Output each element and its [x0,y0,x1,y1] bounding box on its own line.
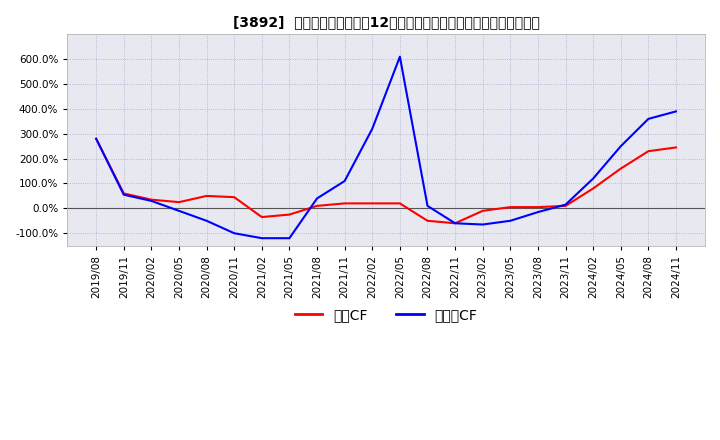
営業CF [120,191,128,196]
営業CF [616,166,625,171]
フリーCF [202,218,211,224]
営業CF [478,208,487,213]
営業CF [147,197,156,202]
フリーCF [561,202,570,207]
営業CF [561,203,570,209]
フリーCF [589,176,598,181]
営業CF [395,201,404,206]
営業CF [341,201,349,206]
営業CF [230,194,238,200]
フリーCF [451,220,459,226]
フリーCF [368,126,377,132]
営業CF [92,136,101,141]
Line: フリーCF: フリーCF [96,57,676,238]
フリーCF [506,218,515,224]
Line: 営業CF: 営業CF [96,139,676,223]
営業CF [672,145,680,150]
営業CF [506,205,515,210]
フリーCF [341,178,349,183]
営業CF [202,193,211,198]
フリーCF [616,143,625,149]
営業CF [644,149,653,154]
フリーCF [395,54,404,59]
営業CF [285,212,294,217]
営業CF [175,199,184,205]
営業CF [423,218,432,224]
フリーCF [120,192,128,197]
フリーCF [423,203,432,209]
フリーCF [147,198,156,204]
Title: [3892]  キャッシュフローの12か月移動合計の対前年同期増減率の推移: [3892] キャッシュフローの12か月移動合計の対前年同期増減率の推移 [233,15,539,29]
フリーCF [230,231,238,236]
営業CF [534,205,542,210]
営業CF [451,220,459,226]
フリーCF [312,196,321,201]
営業CF [258,214,266,220]
Legend: 営業CF, フリーCF: 営業CF, フリーCF [289,302,483,327]
営業CF [312,203,321,209]
フリーCF [175,208,184,213]
フリーCF [672,109,680,114]
フリーCF [644,116,653,121]
フリーCF [92,136,101,141]
営業CF [589,186,598,191]
営業CF [368,201,377,206]
フリーCF [285,235,294,241]
フリーCF [258,235,266,241]
フリーCF [534,209,542,215]
フリーCF [478,222,487,227]
